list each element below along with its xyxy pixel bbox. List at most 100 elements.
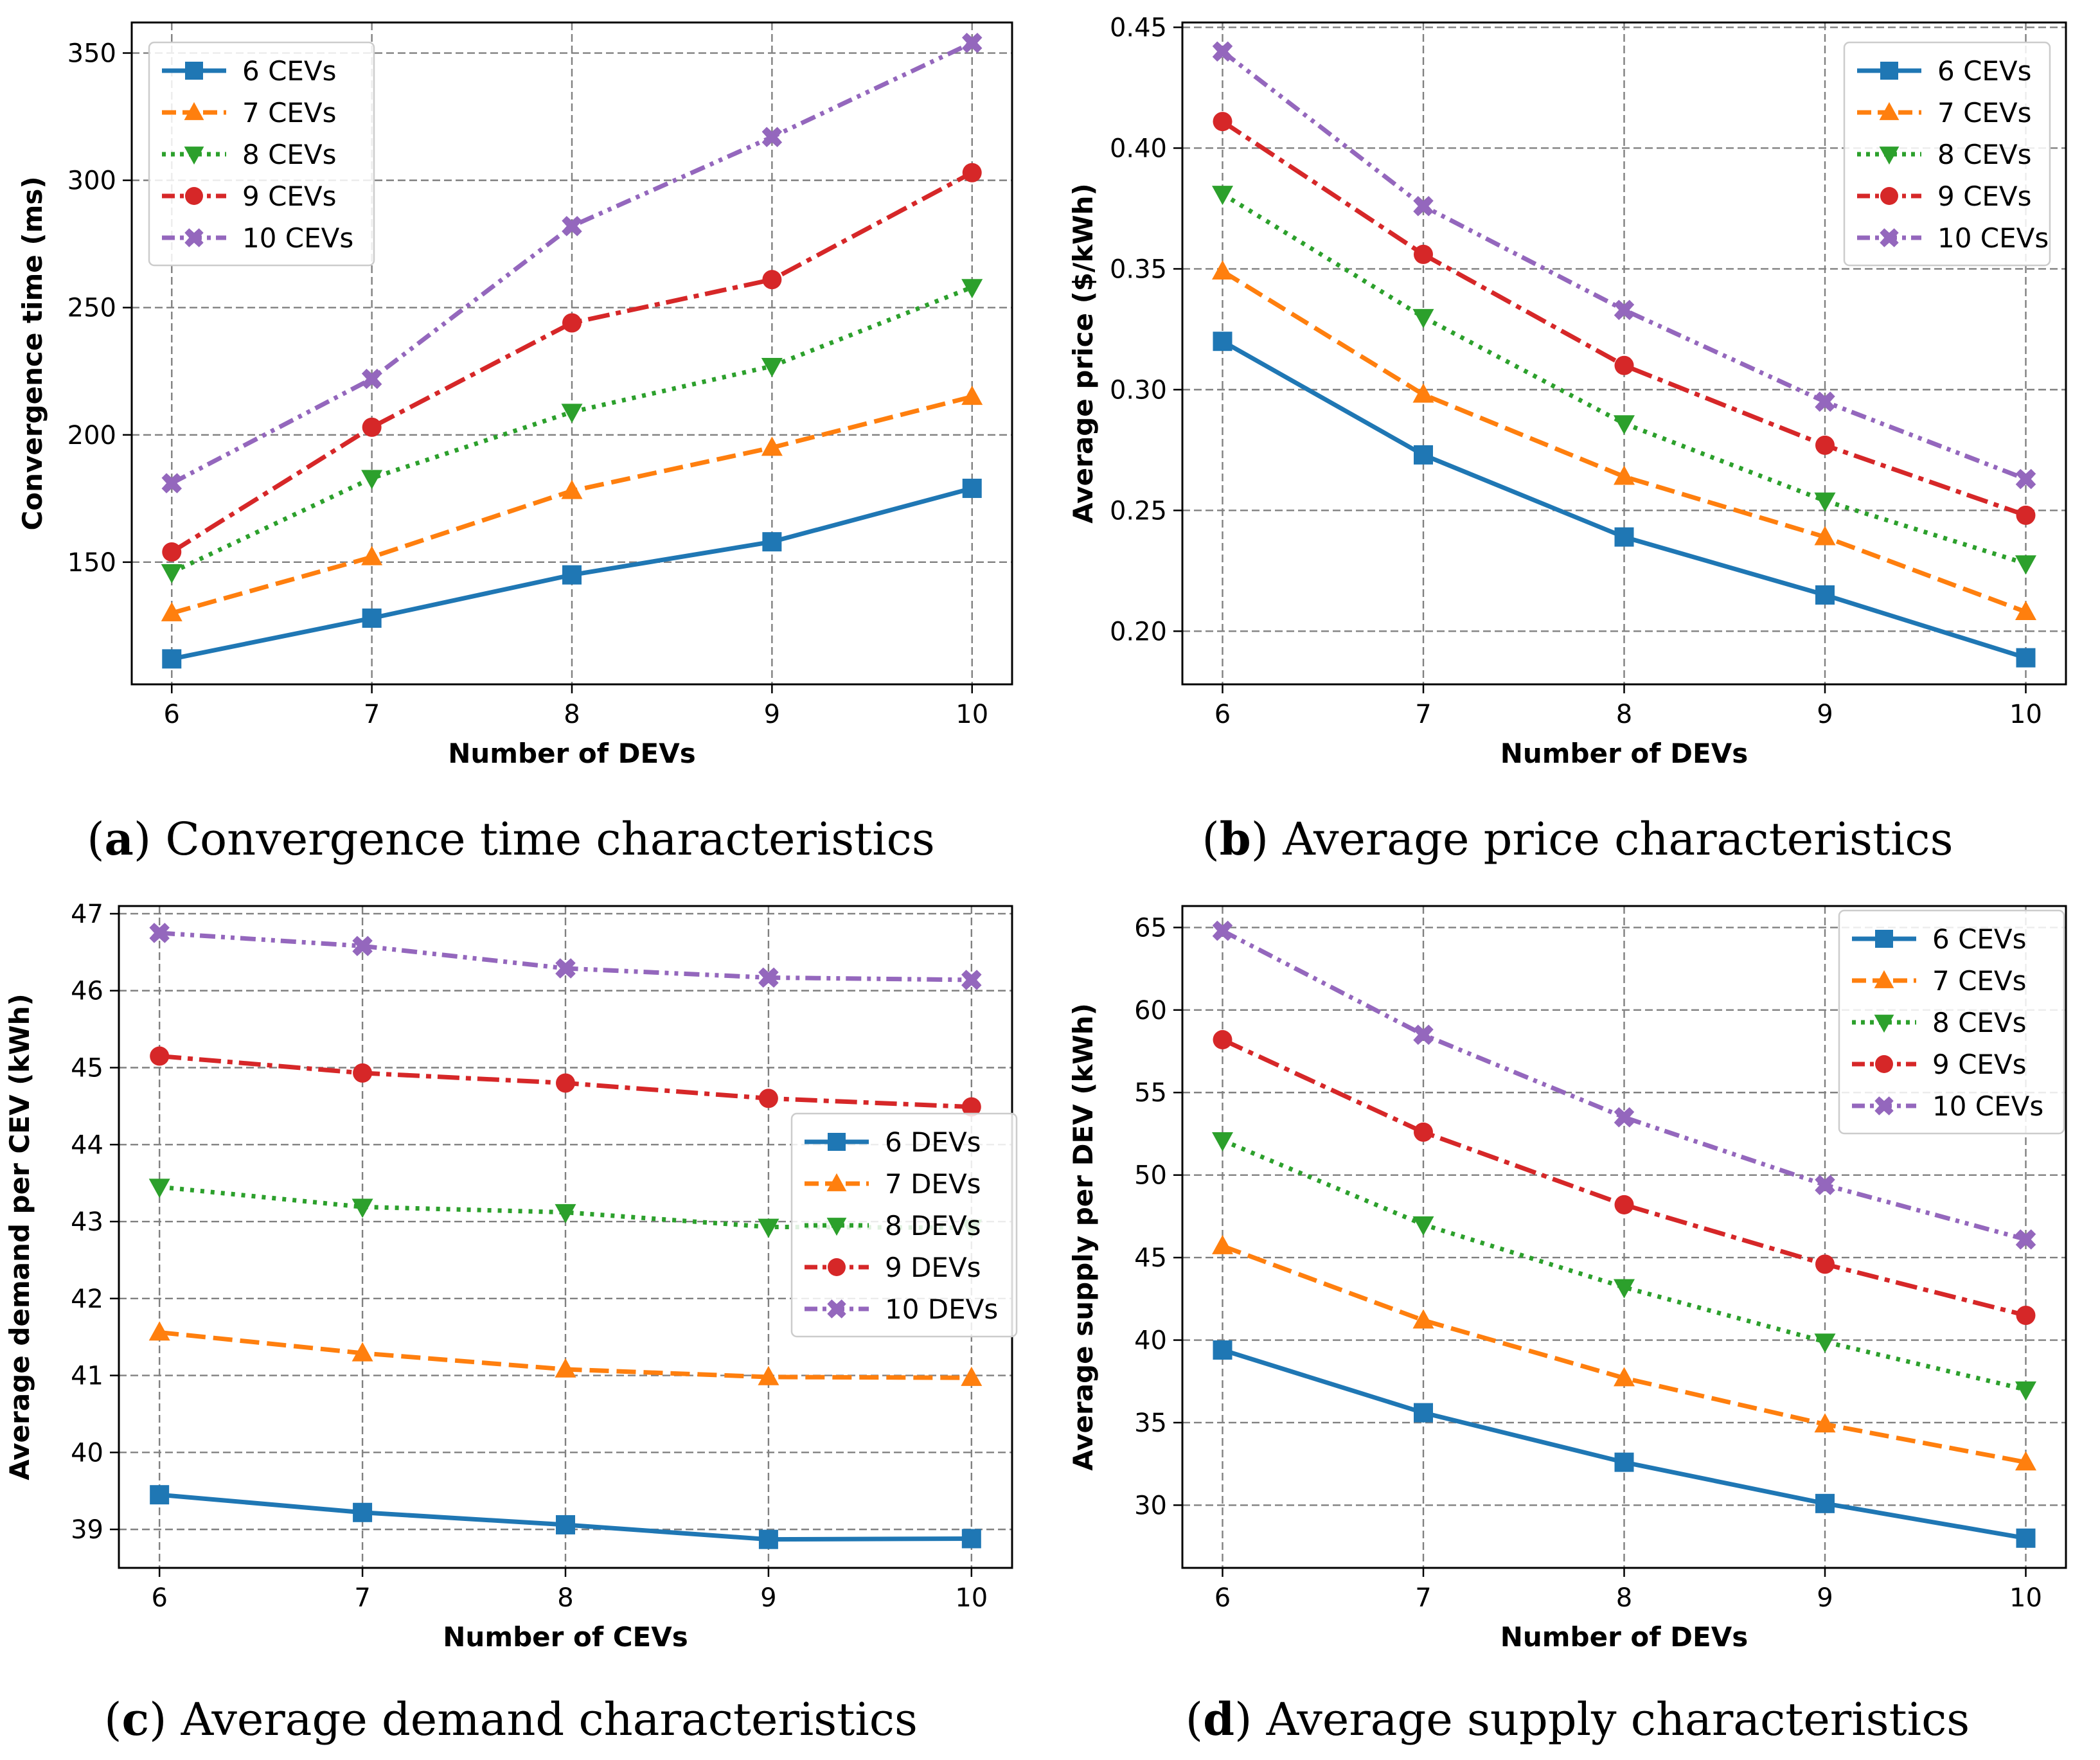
y-axis-label-c: Average demand per CEV (kWh) xyxy=(4,993,35,1480)
y-tick-label: 47 xyxy=(71,900,103,929)
x-axis-label-d: Number of DEVs xyxy=(1500,1621,1749,1653)
y-tick-label: 0.30 xyxy=(1110,375,1167,405)
y-tick-label: 300 xyxy=(67,166,116,196)
data-point xyxy=(2015,1229,2036,1250)
series-b-0 xyxy=(1213,332,2036,668)
data-point xyxy=(1213,1340,1232,1360)
legend-label: 6 DEVs xyxy=(885,1126,981,1158)
legend-marker xyxy=(1880,187,1898,205)
legend-label: 6 CEVs xyxy=(242,55,337,87)
data-point xyxy=(1614,299,1635,321)
data-point xyxy=(1815,435,1835,455)
data-point xyxy=(361,470,383,490)
data-point xyxy=(1614,1279,1635,1299)
series-a-4 xyxy=(161,32,983,493)
y-tick-label: 350 xyxy=(67,39,116,69)
data-point xyxy=(361,546,383,565)
y-ticks-a: 150 200 250 300 350 xyxy=(67,39,132,578)
data-point xyxy=(1212,1132,1233,1151)
x-tick-label: 7 xyxy=(354,1583,370,1613)
y-tick-label: 45 xyxy=(1134,1243,1167,1273)
legend-label: 8 DEVs xyxy=(885,1210,981,1241)
series-a-0 xyxy=(162,478,982,669)
legend-marker xyxy=(1874,1015,1894,1033)
x-tick-label: 9 xyxy=(1817,700,1833,729)
series-c-1 xyxy=(148,1321,983,1386)
series-b-2 xyxy=(1212,186,2036,575)
data-point xyxy=(362,417,382,437)
legend-box xyxy=(790,1112,1018,1338)
legend-marker xyxy=(1879,147,1900,165)
x-ticks-c: 6 7 8 9 10 xyxy=(151,1568,988,1613)
x-axis-label-b: Number of DEVs xyxy=(1500,738,1749,769)
data-point xyxy=(2016,1306,2036,1326)
legend-label: 9 DEVs xyxy=(885,1252,981,1283)
data-point xyxy=(1814,526,1836,546)
data-point xyxy=(161,473,182,493)
chart-a: (a) Convergence time characteristics 6 7 8… xyxy=(17,21,1013,866)
series-d-3 xyxy=(1213,1030,2036,1326)
legend-label: 6 CEVs xyxy=(1932,923,2027,955)
data-point xyxy=(2015,1381,2036,1401)
legend-marker xyxy=(1879,102,1900,120)
caption-a: (a) Convergence time characteristics xyxy=(87,812,935,866)
y-tick-label: 0.25 xyxy=(1110,496,1167,526)
y-ticks-c: 39 40 41 42 43 44 45 46 47 xyxy=(71,900,119,1545)
data-point xyxy=(761,358,783,378)
x-tick-label: 8 xyxy=(557,1583,573,1613)
y-tick-label: 250 xyxy=(67,294,116,323)
data-point xyxy=(758,1089,778,1108)
data-point xyxy=(1212,1234,1233,1254)
y-tick-label: 0.40 xyxy=(1110,134,1167,163)
y-tick-label: 60 xyxy=(1134,996,1167,1026)
data-point xyxy=(562,313,582,333)
legend-b: 6 CEVs 7 CEVs 8 CEVs 9 CEVs 10 CEVs xyxy=(1843,41,2051,267)
y-tick-label: 50 xyxy=(1134,1161,1167,1191)
data-point xyxy=(351,1342,373,1362)
series-b-3 xyxy=(1213,112,2036,525)
data-point xyxy=(2015,600,2036,620)
data-point xyxy=(961,970,982,990)
legend-marker xyxy=(184,147,204,165)
series-d-4 xyxy=(1212,920,2036,1250)
x-ticks-b: 6 7 8 9 10 xyxy=(1215,684,2042,729)
x-tick-label: 6 xyxy=(1215,1583,1231,1613)
series-a-1 xyxy=(161,386,983,621)
data-point xyxy=(361,368,382,389)
data-point xyxy=(2015,468,2036,490)
legend-marker xyxy=(827,1299,846,1319)
data-point xyxy=(148,1321,170,1341)
legend-marker xyxy=(826,1173,847,1191)
y-tick-label: 0.20 xyxy=(1110,617,1167,646)
data-point xyxy=(1212,41,1233,62)
data-point xyxy=(1213,332,1232,351)
x-tick-label: 8 xyxy=(1616,700,1632,729)
x-axis-label-a: Number of DEVs xyxy=(448,738,696,769)
x-tick-label: 7 xyxy=(364,700,380,729)
data-point xyxy=(150,1485,170,1505)
data-point xyxy=(1414,1122,1433,1142)
x-ticks-a: 6 7 8 9 10 xyxy=(164,684,988,729)
legend-label: 9 CEVs xyxy=(1937,181,2032,212)
data-point xyxy=(962,478,982,498)
y-tick-label: 30 xyxy=(1134,1491,1167,1520)
x-tick-label: 10 xyxy=(955,1583,988,1613)
legend-label: 7 DEVs xyxy=(885,1168,981,1200)
x-tick-label: 10 xyxy=(2009,700,2042,729)
legend-marker xyxy=(828,1133,846,1151)
legend-marker xyxy=(828,1258,846,1276)
data-point xyxy=(556,1515,575,1534)
x-tick-label: 6 xyxy=(1215,700,1231,729)
chart-c: (c) Average demand characteristics 6 7 8 9 1… xyxy=(4,900,1018,1746)
axes-frame-b xyxy=(1181,21,2067,686)
series-a-2 xyxy=(161,279,983,583)
data-point xyxy=(961,1097,981,1117)
y-tick-label: 44 xyxy=(71,1130,103,1160)
data-point xyxy=(148,1178,170,1198)
data-point xyxy=(1413,195,1434,217)
data-point xyxy=(149,923,170,943)
legend-marker xyxy=(184,102,204,120)
data-point xyxy=(162,542,182,562)
data-point xyxy=(1412,383,1434,403)
